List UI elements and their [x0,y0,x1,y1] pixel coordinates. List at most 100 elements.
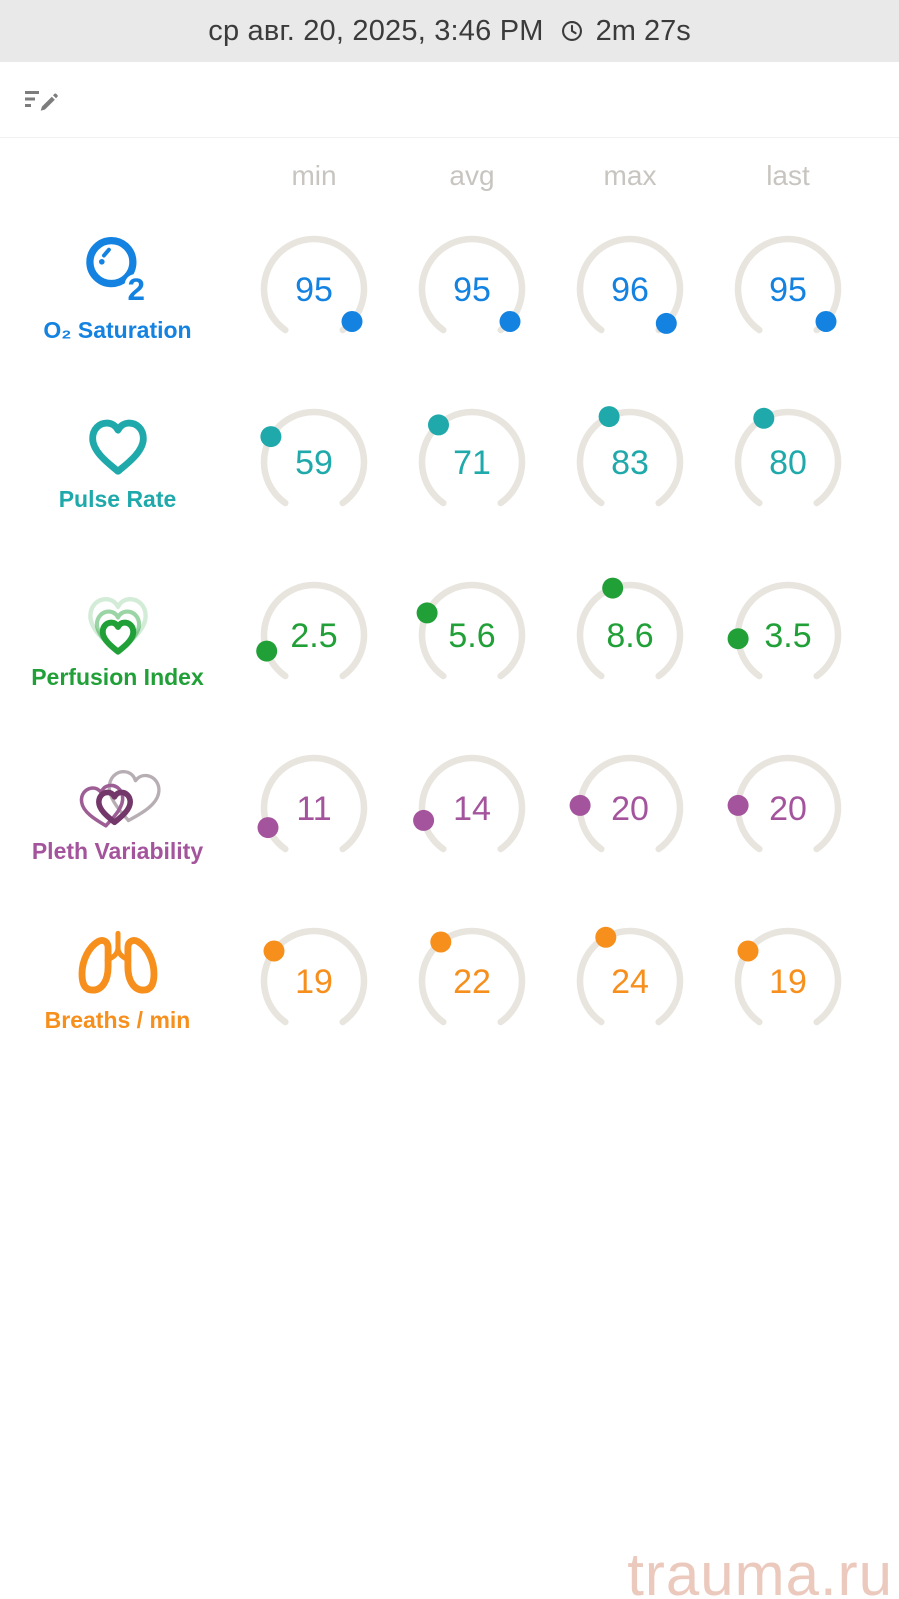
watermark: trauma.ru [627,1541,893,1599]
heart-icon [88,419,147,475]
gauge-value: 14 [453,790,491,828]
metric-icon-slot: 2 [77,234,159,310]
gauge-value: 95 [769,271,807,309]
metric-label: Pleth Variability [31,837,204,864]
metric-header: Perfusion Index [0,579,235,691]
gauge-dot [341,310,363,332]
gauge-value: 5.6 [448,617,495,655]
gauge-min: 95 [235,229,393,349]
clock-icon [561,21,582,41]
gauge: 14 [413,754,526,852]
svg-text:2: 2 [127,272,144,307]
gauge-avg: 95 [393,229,551,349]
gauge: 24 [576,926,684,1025]
gauge-min: 19 [235,921,393,1041]
gauge-track [576,927,684,1025]
gauge-dot [499,310,521,332]
gauge: 11 [257,754,368,852]
gauge-dot [416,601,438,623]
gauge-value: 20 [769,790,807,828]
gauge-track [734,754,842,852]
gauge-value: 24 [611,963,649,1001]
metric-label: Breaths / min [44,1006,191,1033]
gauge-track [734,235,842,333]
gauge-track [418,408,526,506]
gauge-max: 83 [551,402,709,522]
gauge: 59 [260,408,368,506]
column-header-min: min [291,160,337,191]
gauge-value: 59 [295,444,333,482]
metric-row: Pulse Rate 59 71 83 80 [0,375,899,548]
gauge-dot [753,407,775,429]
gauge-last: 19 [709,921,867,1041]
gauge-value: 19 [295,963,333,1001]
gauge-track [260,927,368,1025]
gauge-dot [727,794,749,816]
overlapping-hearts-icon [79,769,161,828]
gauge-max: 8.6 [551,575,709,695]
gauge-dot [598,405,620,427]
gauge-track [260,408,368,506]
gauge-value: 22 [453,963,491,1001]
gauge: 2.5 [256,581,368,679]
metric-row: Pleth Variability 11 14 20 20 [0,721,899,894]
metric-header: Breaths / min [0,928,235,1034]
gauge-value: 11 [296,790,331,828]
gauge: 22 [418,927,526,1025]
gauge: 71 [418,408,526,506]
gauge-dot [430,931,452,952]
gauge-value: 80 [769,444,807,482]
metric-row: 2 O₂ Saturation 95 95 96 95 [0,202,899,375]
gauge: 20 [727,754,842,852]
metric-label: Pulse Rate [58,485,177,512]
column-header-last: last [766,160,810,191]
gauge-min: 11 [235,748,393,868]
gauge: 95 [734,235,842,333]
gauge-track [260,235,368,333]
gauge: 8.6 [576,577,684,679]
gauge-last: 3.5 [709,575,867,695]
gauge-dot [256,640,278,662]
metric-row: Perfusion Index 2.5 5.6 8.6 3.5 [0,548,899,721]
gauge-track [576,235,684,333]
gauge: 95 [418,235,526,333]
gauge-track [418,235,526,333]
gauge-value: 20 [611,790,649,828]
gauge-track [418,581,526,679]
gauge: 95 [260,235,368,333]
edit-note-button[interactable] [18,80,64,120]
gauge: 5.6 [416,581,526,679]
gauge-value: 8.6 [606,617,653,655]
gauge-value: 95 [453,271,491,309]
gauge-value: 3.5 [764,617,811,655]
gauge-max: 96 [551,229,709,349]
gauge-avg: 71 [393,402,551,522]
column-headers: min avg max last [0,150,899,202]
gauge-dot [260,425,282,447]
gauge: 83 [576,405,684,506]
gauge-max: 20 [551,748,709,868]
gauge: 96 [576,235,684,334]
session-duration: 2m 27s [595,14,691,47]
gauge-last: 20 [709,748,867,868]
o2-molecule-icon: 2 [85,236,149,310]
gauge-track [576,581,684,679]
metric-label: O₂ Saturation [43,316,192,343]
gauge-track [734,927,842,1025]
gauge-dot [428,413,449,435]
gauge: 20 [569,754,684,852]
metric-icon-slot [80,411,156,479]
gauge: 80 [734,407,842,506]
nested-hearts-icon [87,596,148,655]
metric-icon-slot [66,751,170,831]
metric-header: Pleth Variability [0,751,235,865]
gauge-dot [413,809,435,831]
gauge-value: 95 [295,271,333,309]
gauge-avg: 22 [393,921,551,1041]
gauge-track [734,408,842,506]
metric-row: Breaths / min 19 22 24 19 [0,894,899,1067]
gauge-last: 80 [709,402,867,522]
gauge-dot [595,926,617,948]
gauge-value: 2.5 [290,617,337,655]
edit-note-icon [25,90,58,111]
